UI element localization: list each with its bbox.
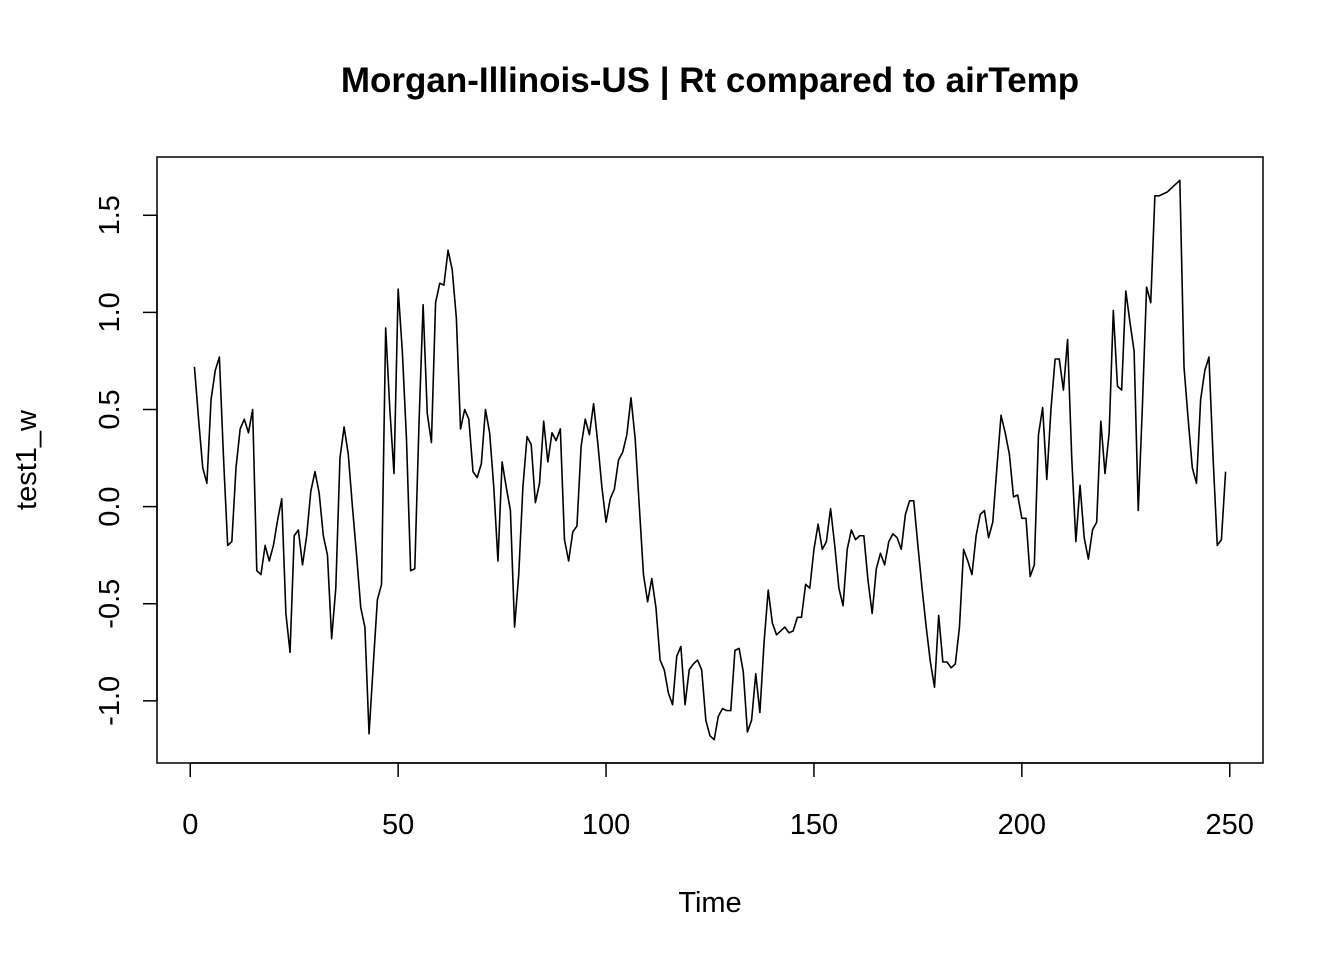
y-tick-label: 1.5 bbox=[94, 195, 126, 235]
y-axis-ticks: -1.0 -0.5 0.0 0.5 1.0 1.5 bbox=[94, 195, 157, 726]
chart-title: Morgan-Illinois-US | Rt compared to airT… bbox=[341, 61, 1079, 100]
series-line bbox=[193, 179, 1227, 741]
x-tick-label: 200 bbox=[998, 809, 1046, 841]
x-axis-ticks: 0 50 100 150 200 250 bbox=[182, 763, 1254, 841]
x-tick-label: 100 bbox=[582, 809, 630, 841]
x-axis-label: Time bbox=[678, 887, 741, 919]
x-tick-label: 0 bbox=[182, 809, 198, 841]
y-tick-label: -0.5 bbox=[94, 579, 126, 629]
x-tick-label: 50 bbox=[382, 809, 414, 841]
x-tick-label: 150 bbox=[790, 809, 838, 841]
y-tick-label: -1.0 bbox=[94, 676, 126, 726]
plot-frame bbox=[156, 156, 1264, 764]
y-axis-label: test1_w bbox=[11, 409, 43, 510]
x-tick-label: 250 bbox=[1206, 809, 1254, 841]
y-tick-label: 0.0 bbox=[94, 486, 126, 526]
y-tick-label: 0.5 bbox=[94, 389, 126, 429]
y-tick-label: 1.0 bbox=[94, 292, 126, 332]
